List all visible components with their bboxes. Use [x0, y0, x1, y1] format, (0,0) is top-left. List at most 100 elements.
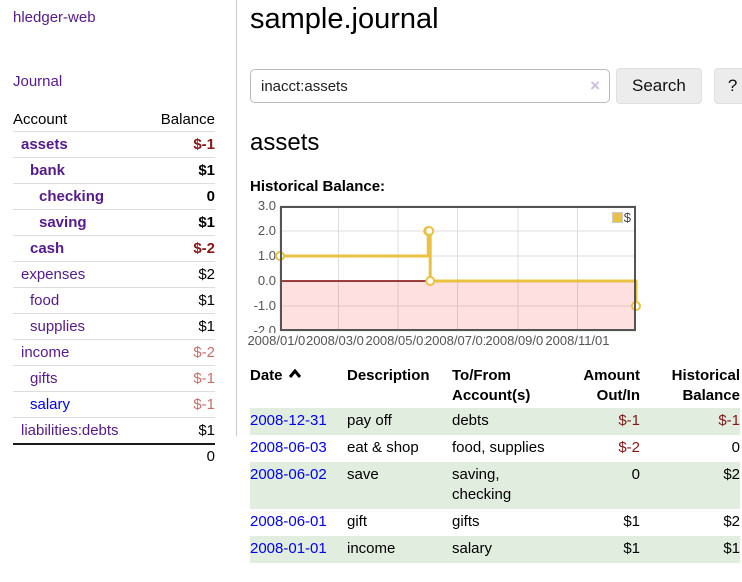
register-row: 2008-12-31 pay off debts $-1 $-1 [250, 408, 740, 435]
transaction-balance: $-1 [640, 408, 740, 435]
legend-label: $ [623, 210, 631, 225]
account-link[interactable]: expenses [21, 266, 86, 283]
transaction-description: eat & shop [347, 439, 419, 456]
x-axis-tick-label: 2008/11/01 [544, 333, 611, 348]
transaction-description: income [347, 536, 452, 563]
accounts-total-row: 0 [13, 443, 215, 468]
account-balance: $-1 [146, 131, 215, 158]
account-name-cell: expenses [13, 261, 147, 288]
account-link[interactable]: bank [30, 162, 66, 179]
chart-y-axis: 3.0 2.0 1.0 0.0 -1.0 -2.0 [250, 198, 276, 338]
help-button[interactable]: ? [713, 68, 742, 104]
account-link[interactable]: cash [30, 240, 65, 257]
register-table: Date Description To/From Account(s) Amou… [250, 364, 740, 563]
register-column-balance: Historical Balance [671, 367, 740, 404]
x-axis-tick-label: 2008/09/01 [484, 333, 551, 348]
register-column-amount: Amount Out/In [583, 367, 640, 404]
account-row: checking 0 [13, 183, 215, 210]
x-axis-tick-label: 2008/07/01 [424, 333, 491, 348]
account-name-cell: salary [13, 391, 147, 418]
account-row: supplies $1 [13, 313, 215, 340]
account-row: salary $-1 [13, 391, 215, 418]
account-name-cell: bank [13, 157, 147, 184]
chart-title: Historical Balance: [250, 178, 386, 195]
transaction-balance: $2 [640, 462, 740, 509]
account-link[interactable]: salary [30, 396, 71, 413]
transaction-amount: $-2 [618, 439, 640, 456]
search-button[interactable]: Search [616, 68, 702, 104]
account-name-cell: food [13, 287, 147, 314]
account-row: bank $1 [13, 157, 215, 184]
account-name-cell: cash [13, 235, 147, 262]
transaction-amount: 0 [562, 462, 640, 509]
transaction-date-cell: 2008-12-31 [250, 408, 347, 435]
account-link[interactable]: gifts [30, 370, 58, 387]
page-title: sample.journal [250, 3, 439, 35]
account-link[interactable]: supplies [30, 318, 86, 335]
transaction-date-cell: 2008-01-01 [250, 536, 347, 563]
journal-link[interactable]: Journal [13, 73, 63, 90]
transaction-date-cell: 2008-06-01 [250, 509, 347, 536]
account-balance: $1 [146, 209, 215, 236]
account-row: assets $-1 [13, 131, 215, 158]
account-link[interactable]: saving [39, 214, 87, 231]
transaction-date-link[interactable]: 2008-01-01 [250, 540, 327, 557]
account-balance: $-2 [146, 235, 215, 262]
app-window: hledger-web Journal Account Balance asse… [0, 0, 742, 563]
register-column-description: Description [347, 367, 430, 384]
register-column-date: Date [250, 364, 347, 408]
account-name-cell: gifts [13, 365, 147, 392]
account-name-cell: liabilities:debts [13, 418, 146, 445]
y-axis-tick-label: 0.0 [257, 273, 276, 288]
account-link[interactable]: liabilities:debts [21, 422, 119, 439]
sidebar: hledger-web Journal Account Balance asse… [0, 0, 237, 468]
transaction-date-cell: 2008-06-02 [250, 462, 347, 509]
accounts-total-spacer [13, 443, 147, 468]
account-link[interactable]: checking [39, 188, 105, 205]
clear-search-icon[interactable]: × [590, 76, 600, 95]
transaction-amount: $-1 [562, 408, 640, 435]
account-name-cell: income [13, 339, 147, 366]
y-axis-tick-label: 1.0 [257, 248, 276, 263]
transaction-description: pay off [347, 408, 452, 435]
account-balance: $1 [146, 157, 215, 184]
accounts-column-account: Account [13, 108, 147, 132]
journal-nav: Journal [13, 72, 236, 91]
account-link[interactable]: assets [21, 136, 68, 153]
account-row: saving $1 [13, 209, 215, 236]
transaction-accounts: food, supplies [452, 439, 545, 456]
main-content: sample.journal × Search ? assets Histori… [237, 0, 742, 563]
account-link[interactable]: food [30, 292, 60, 309]
register-row: 2008-06-01 gift gifts $1 $2 [250, 509, 740, 536]
accounts-table: Account Balance assets $-1 bank $1 check… [13, 108, 215, 468]
transaction-accounts: debts [452, 408, 562, 435]
x-axis-tick-label: 2008/05/01 [365, 333, 432, 348]
transaction-date-link[interactable]: 2008-12-31 [250, 412, 327, 429]
y-axis-tick-label: 2.0 [257, 223, 276, 238]
search-input[interactable] [250, 69, 610, 103]
transaction-description: gift [347, 513, 368, 530]
transaction-amount: $1 [562, 536, 640, 563]
register-header-row: Date Description To/From Account(s) Amou… [250, 364, 740, 408]
accounts-total-balance: 0 [146, 443, 215, 468]
account-balance: $-1 [146, 391, 215, 418]
accounts-header-row: Account Balance [13, 108, 215, 132]
register-column-accounts: To/From Account(s) [452, 367, 531, 404]
y-axis-tick-label: -1.0 [253, 298, 276, 313]
transaction-date-link[interactable]: 2008-06-03 [250, 439, 327, 456]
transaction-date-cell: 2008-06-03 [250, 435, 347, 462]
account-name-cell: saving [13, 209, 147, 236]
transaction-balance: $1 [640, 536, 740, 563]
account-balance: $-1 [146, 365, 215, 392]
sort-caret-icon [288, 368, 301, 378]
chart-legend: $ [611, 210, 631, 225]
brand-link[interactable]: hledger-web [13, 9, 96, 26]
account-row: liabilities:debts $1 [13, 418, 215, 445]
transaction-accounts: saving, checking [452, 462, 562, 509]
transaction-date-link[interactable]: 2008-06-02 [250, 466, 327, 483]
transaction-date-link[interactable]: 2008-06-01 [250, 513, 327, 530]
account-link[interactable]: income [21, 344, 70, 361]
account-balance: $2 [146, 261, 215, 288]
y-axis-tick-label: 3.0 [257, 198, 276, 213]
register-column-date-label: Date [250, 367, 283, 384]
